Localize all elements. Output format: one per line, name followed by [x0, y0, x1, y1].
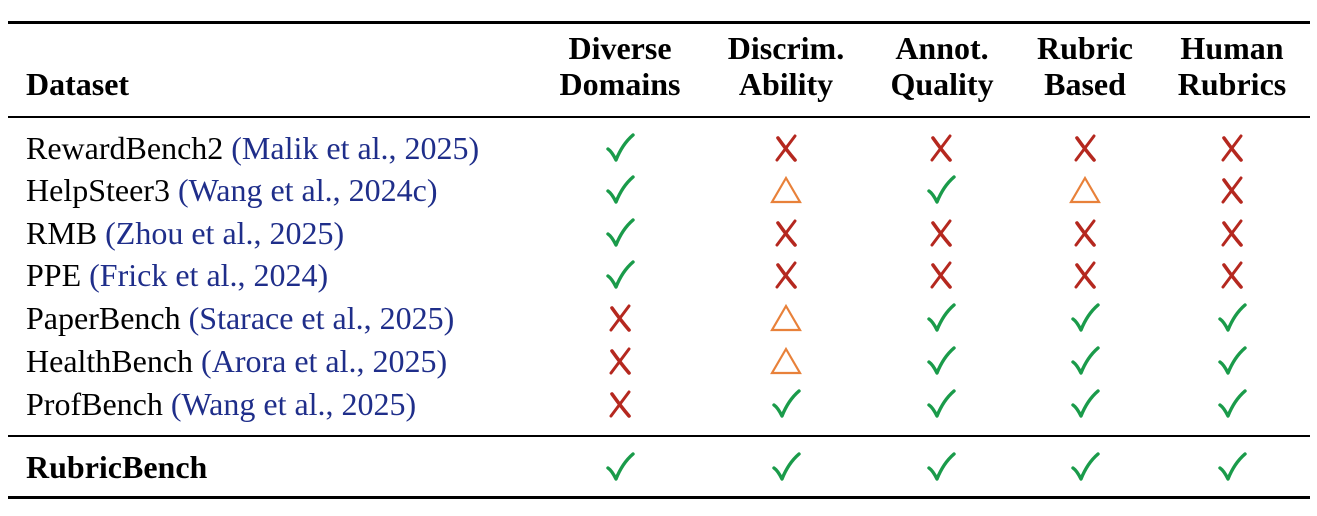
cross-icon: [1202, 212, 1262, 254]
dataset-title: ProfBench: [26, 386, 163, 422]
header-annot-quality: Annot. Quality: [873, 30, 1011, 102]
cross-icon: [756, 254, 816, 296]
dataset-name: RubricBench: [26, 449, 208, 485]
check-icon: [590, 127, 650, 169]
bottom-rule: [8, 496, 1310, 499]
header-line: Rubric: [1037, 30, 1133, 66]
check-icon: [756, 383, 816, 425]
header-discrim-ability: Discrim. Ability: [710, 30, 862, 102]
citation-link[interactable]: (Zhou et al., 2025): [105, 215, 345, 251]
dataset-name: PPE (Frick et al., 2024): [26, 254, 328, 296]
header-line: Rubrics: [1177, 66, 1287, 102]
triangle-icon: [756, 169, 816, 211]
check-icon: [590, 446, 650, 488]
top-rule: [8, 21, 1310, 24]
cross-icon: [911, 212, 971, 254]
check-icon: [911, 297, 971, 339]
dataset-title: PaperBench: [26, 300, 181, 336]
table-row: HealthBench (Arora et al., 2025): [0, 340, 1317, 382]
check-icon: [590, 212, 650, 254]
table-row-rubricbench: RubricBench: [0, 446, 1317, 488]
cross-icon: [1055, 212, 1115, 254]
table-row: ProfBench (Wang et al., 2025): [0, 383, 1317, 425]
header-diverse-domains: Diverse Domains: [545, 30, 695, 102]
triangle-icon: [1055, 169, 1115, 211]
cross-icon: [1055, 254, 1115, 296]
check-icon: [1055, 446, 1115, 488]
table-row: PaperBench (Starace et al., 2025): [0, 297, 1317, 339]
check-icon: [1202, 446, 1262, 488]
cross-icon: [590, 383, 650, 425]
header-line: Annot.: [895, 30, 989, 66]
dataset-title: PPE: [26, 257, 82, 293]
check-icon: [1202, 297, 1262, 339]
header-line: Discrim.: [727, 30, 845, 66]
citation-link[interactable]: (Wang et al., 2024c): [177, 172, 438, 208]
check-icon: [1055, 340, 1115, 382]
dataset-name: RewardBench2 (Malik et al., 2025): [26, 127, 479, 169]
citation-link[interactable]: (Starace et al., 2025): [188, 300, 455, 336]
check-icon: [1202, 383, 1262, 425]
cross-icon: [1202, 169, 1262, 211]
check-icon: [911, 169, 971, 211]
header-line: Domains: [559, 66, 681, 102]
dataset-title: RewardBench2: [26, 130, 224, 166]
dataset-title: HealthBench: [26, 343, 194, 379]
citation-link[interactable]: (Malik et al., 2025): [231, 130, 480, 166]
cross-icon: [911, 127, 971, 169]
header-line: Ability: [738, 66, 834, 102]
check-icon: [590, 254, 650, 296]
header-rubric-based: Rubric Based: [1022, 30, 1148, 102]
header-line: Human: [1180, 30, 1284, 66]
dataset-name: ProfBench (Wang et al., 2025): [26, 383, 416, 425]
citation-link[interactable]: (Wang et al., 2025): [170, 386, 417, 422]
header-line: Based: [1044, 66, 1126, 102]
dataset-title: RMB: [26, 215, 98, 251]
citation-link[interactable]: (Frick et al., 2024): [89, 257, 329, 293]
check-icon: [911, 383, 971, 425]
header-line: Quality: [890, 66, 994, 102]
check-icon: [1055, 383, 1115, 425]
header-dataset: Dataset: [26, 66, 130, 102]
cross-icon: [590, 297, 650, 339]
dataset-name: HealthBench (Arora et al., 2025): [26, 340, 447, 382]
table-row: HelpSteer3 (Wang et al., 2024c): [0, 169, 1317, 211]
table-row: RMB (Zhou et al., 2025): [0, 212, 1317, 254]
cross-icon: [756, 212, 816, 254]
check-icon: [1202, 340, 1262, 382]
cross-icon: [911, 254, 971, 296]
header-rule: [8, 116, 1310, 118]
check-icon: [911, 340, 971, 382]
cross-icon: [1202, 127, 1262, 169]
cross-icon: [1055, 127, 1115, 169]
dataset-name: PaperBench (Starace et al., 2025): [26, 297, 454, 339]
section-rule: [8, 435, 1310, 437]
dataset-title: HelpSteer3: [26, 172, 170, 208]
header-line: Diverse: [568, 30, 672, 66]
table-row: PPE (Frick et al., 2024): [0, 254, 1317, 296]
citation-link[interactable]: (Arora et al., 2025): [201, 343, 448, 379]
check-icon: [1055, 297, 1115, 339]
cross-icon: [756, 127, 816, 169]
table-row: RewardBench2 (Malik et al., 2025): [0, 127, 1317, 169]
cross-icon: [1202, 254, 1262, 296]
triangle-icon: [756, 340, 816, 382]
header-human-rubrics: Human Rubrics: [1160, 30, 1304, 102]
dataset-name: RMB (Zhou et al., 2025): [26, 212, 344, 254]
check-icon: [590, 169, 650, 211]
dataset-name: HelpSteer3 (Wang et al., 2024c): [26, 169, 438, 211]
check-icon: [911, 446, 971, 488]
triangle-icon: [756, 297, 816, 339]
cross-icon: [590, 340, 650, 382]
check-icon: [756, 446, 816, 488]
